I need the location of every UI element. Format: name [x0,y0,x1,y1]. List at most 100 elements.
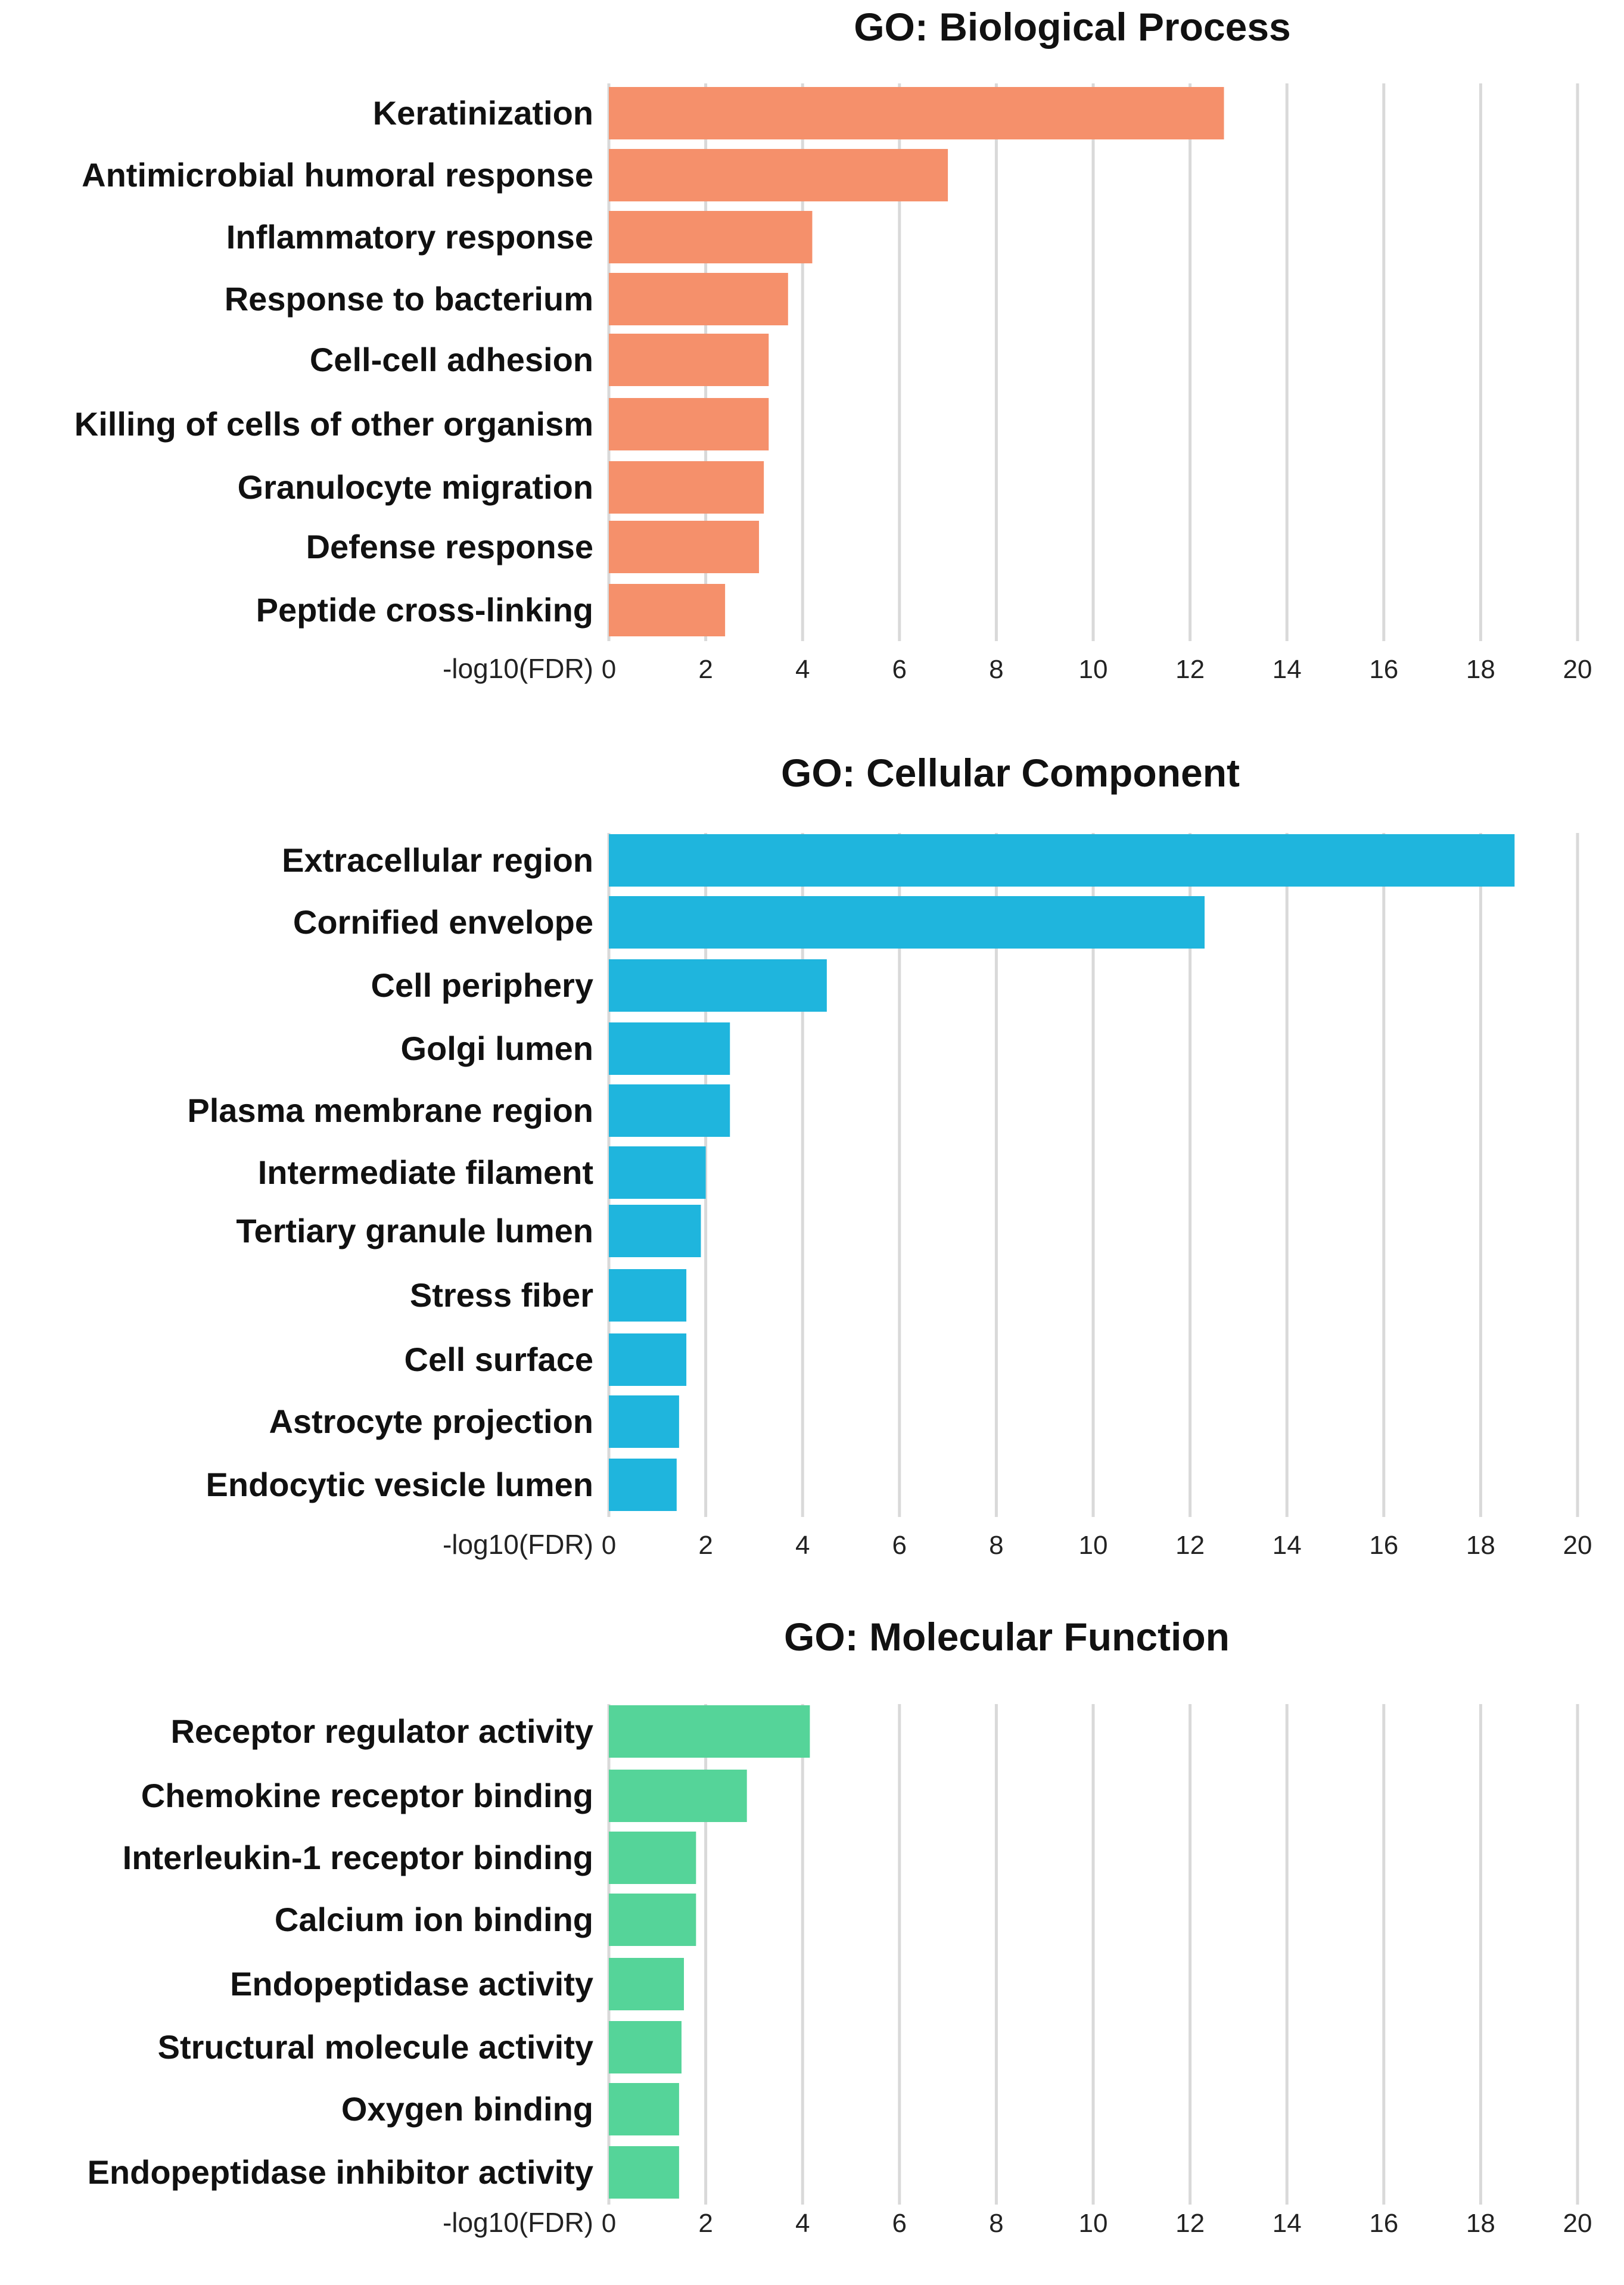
category-label: Cell surface [405,1341,594,1378]
x-axis-label: -log10(FDR) [443,2207,593,2238]
x-axis-label: -log10(FDR) [443,1529,593,1560]
category-label: Response to bacterium [225,280,593,318]
bar [609,1832,696,1884]
x-tick-label: 0 [602,655,616,684]
x-tick-label: 18 [1466,655,1495,684]
category-label: Structural molecule activity [158,2028,593,2066]
category-label: Peptide cross-linking [256,591,593,629]
category-label: Keratinization [373,94,593,132]
bar [609,1205,701,1257]
category-label: Endopeptidase activity [230,1965,593,2003]
category-label: Endopeptidase inhibitor activity [88,2153,593,2191]
bar [609,461,764,514]
x-tick-label: 20 [1563,1531,1592,1560]
bar [609,896,1205,949]
category-label: Interleukin-1 receptor binding [123,1839,593,1876]
category-label: Tertiary granule lumen [236,1212,593,1249]
x-tick-label: 6 [892,1531,907,1560]
category-label: Endocytic vesicle lumen [206,1466,593,1503]
x-tick-label: 4 [795,1531,810,1560]
bar [609,1269,687,1322]
x-tick-label: 12 [1175,655,1205,684]
chart-panel-3: GO: Molecular Function Receptor regulator… [88,1615,1592,2238]
category-label: Chemokine receptor binding [141,1777,593,1814]
category-label: Stress fiber [410,1276,593,1314]
bar [609,2083,679,2135]
bar [609,1459,677,1511]
x-tick-label: 8 [989,655,1003,684]
category-label: Killing of cells of other organism [74,405,593,443]
x-tick-label: 8 [989,1531,1003,1560]
bar [609,2146,679,2199]
bar [609,834,1515,887]
category-label: Defense response [306,528,593,565]
bar [609,584,726,636]
bar [609,959,827,1012]
bar [609,211,813,263]
category-label: Cornified envelope [293,903,593,941]
x-tick-label: 2 [698,2209,713,2238]
x-tick-label: 0 [602,2209,616,2238]
category-label: Golgi lumen [400,1030,593,1067]
x-tick-label: 10 [1079,2209,1108,2238]
bar [609,1395,679,1448]
x-tick-label: 20 [1563,655,1592,684]
bar [609,149,948,201]
bar [609,334,769,386]
x-tick-label: 10 [1079,1531,1108,1560]
x-tick-label: 14 [1273,2209,1302,2238]
bar [609,2021,682,2073]
x-tick-label: 8 [989,2209,1003,2238]
category-label: Plasma membrane region [187,1092,593,1129]
x-tick-label: 14 [1273,655,1302,684]
x-tick-label: 12 [1175,2209,1205,2238]
x-tick-label: 6 [892,2209,907,2238]
x-tick-label: 18 [1466,2209,1495,2238]
x-axis-label: -log10(FDR) [443,653,593,684]
bar [609,1958,685,2010]
x-tick-label: 20 [1563,2209,1592,2238]
x-tick-label: 4 [795,655,810,684]
x-tick-label: 14 [1273,1531,1302,1560]
x-tick-label: 10 [1079,655,1108,684]
category-label: Cell periphery [371,966,593,1004]
category-label: Inflammatory response [226,218,593,256]
x-tick-label: 16 [1369,1531,1398,1560]
x-tick-label: 16 [1369,655,1398,684]
category-label: Oxygen binding [341,2090,593,2128]
category-label: Antimicrobial humoral response [82,156,593,194]
bar [609,398,769,450]
bar [609,273,788,325]
bar [609,1084,730,1137]
category-label: Astrocyte projection [269,1403,593,1440]
x-tick-label: 16 [1369,2209,1398,2238]
bar [609,1022,730,1075]
x-tick-label: 2 [698,1531,713,1560]
x-tick-label: 18 [1466,1531,1495,1560]
bar [609,1146,706,1199]
bar [609,521,760,573]
x-tick-label: 2 [698,655,713,684]
bar [609,1705,810,1758]
category-label: Receptor regulator activity [170,1712,593,1750]
x-tick-label: 0 [602,1531,616,1560]
x-tick-label: 4 [795,2209,810,2238]
chart-panel-1: GO: Biological Process Keratinization Anti… [74,5,1592,684]
panel-title: GO: Molecular Function [784,1615,1230,1659]
category-label: Intermediate filament [258,1154,593,1191]
category-label: Extracellular region [282,841,593,879]
category-label: Calcium ion binding [275,1901,593,1938]
category-label: Granulocyte migration [238,468,593,506]
panel-title: GO: Biological Process [854,5,1291,49]
bar [609,87,1224,139]
bar [609,1333,687,1386]
category-label: Cell-cell adhesion [310,341,593,378]
panel-title: GO: Cellular Component [781,751,1240,795]
x-tick-label: 6 [892,655,907,684]
bar [609,1770,747,1822]
bar [609,1894,696,1946]
chart-panel-2: GO: Cellular Component Extracellular regi… [187,751,1592,1560]
x-tick-label: 12 [1175,1531,1205,1560]
